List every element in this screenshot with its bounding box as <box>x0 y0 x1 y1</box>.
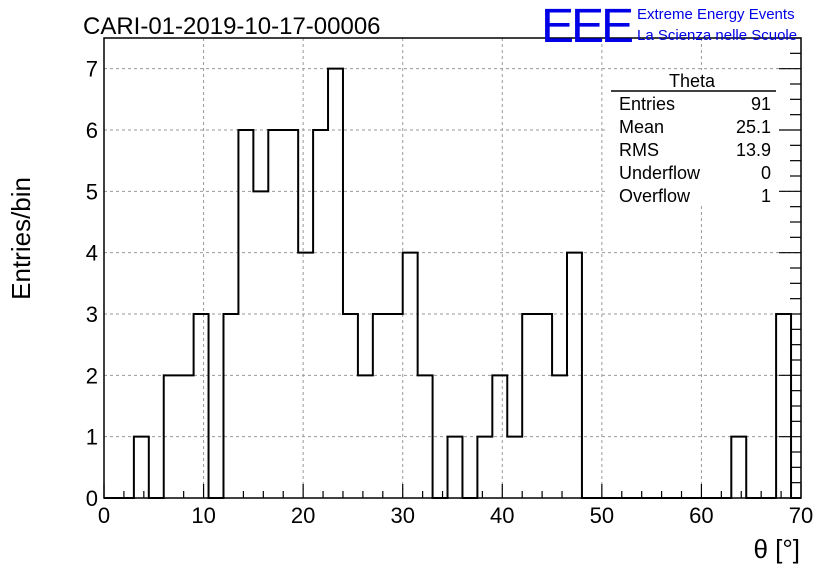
stats-rows: Entries 91 Mean 25.1 RMS 13.9 Underflow 0 Overfl… <box>619 94 771 206</box>
stats-title: Theta <box>669 71 716 91</box>
logo-line-1: Extreme Energy Events <box>637 6 795 23</box>
y-tick-label: 1 <box>86 425 98 450</box>
stats-row-label: Underflow <box>619 163 701 183</box>
chart-title: CARI-01-2019-10-17-00006 <box>83 13 381 40</box>
y-tick-label: 3 <box>86 302 98 327</box>
x-tick-label: 60 <box>689 503 713 528</box>
stats-row-label: RMS <box>619 140 659 160</box>
y-axis-label: Entries/bin <box>6 177 36 300</box>
x-tick-label: 0 <box>98 503 110 528</box>
axis-ticks <box>103 37 802 499</box>
y-tick-label: 7 <box>86 57 98 82</box>
logo-line-2: La Scienza nelle Scuole <box>637 27 797 44</box>
stats-row-value: 0 <box>761 163 771 183</box>
stats-row-value: 91 <box>751 94 771 114</box>
stats-row-value: 1 <box>761 186 771 206</box>
x-tick-label: 70 <box>789 503 813 528</box>
x-tick-label: 50 <box>590 503 614 528</box>
x-tick-label: 20 <box>291 503 315 528</box>
logo-mark: EEE <box>541 0 632 53</box>
y-tick-label: 4 <box>86 241 98 266</box>
stats-row-value: 13.9 <box>736 140 771 160</box>
y-tick-label: 2 <box>86 363 98 388</box>
stats-row-label: Mean <box>619 117 664 137</box>
stats-box: Theta Entries 91 Mean 25.1 RMS 13.9 Underflow 0… <box>607 70 779 206</box>
x-tick-label: 30 <box>390 503 414 528</box>
eee-logo: EEE Extreme Energy Events La Scienza nel… <box>541 0 797 53</box>
stats-row-label: Entries <box>619 94 675 114</box>
x-tick-label: 40 <box>490 503 514 528</box>
stats-row-value: 25.1 <box>736 117 771 137</box>
y-tick-label: 0 <box>86 486 98 511</box>
y-tick-label: 5 <box>86 179 98 204</box>
stats-row-label: Overflow <box>619 186 691 206</box>
y-tick-label: 6 <box>86 118 98 143</box>
x-tick-label: 10 <box>191 503 215 528</box>
x-axis-label: θ [°] <box>753 534 800 564</box>
